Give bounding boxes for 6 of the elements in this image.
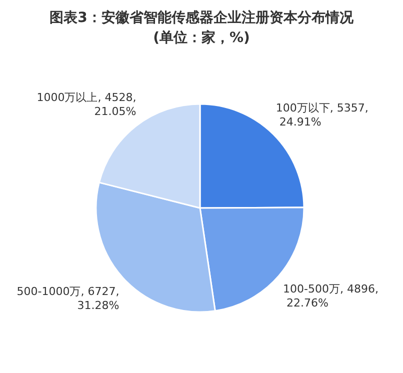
slice-label: 1000万以上, 4528, 21.05% <box>36 90 136 118</box>
slice-label: 500-1000万, 6727, 31.28% <box>16 285 120 312</box>
slice-label: 100万以下, 5357, 24.91% <box>276 102 368 129</box>
slice-label: 100-500万, 4896, 22.76% <box>283 282 378 310</box>
chart-title: 图表3：安徽省智能传感器企业注册资本分布情况 <box>50 9 354 26</box>
chart-subtitle: (单位：家，%) <box>153 29 250 46</box>
